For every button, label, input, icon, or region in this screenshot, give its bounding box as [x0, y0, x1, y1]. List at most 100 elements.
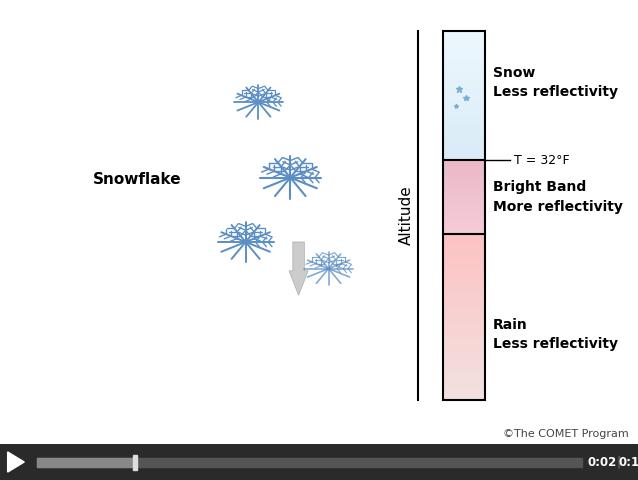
Bar — [443, 349, 485, 350]
Bar — [443, 37, 485, 38]
Bar — [443, 260, 485, 261]
Bar — [443, 95, 485, 96]
Bar — [443, 132, 485, 133]
Bar — [443, 375, 485, 376]
Bar — [443, 156, 485, 157]
Bar — [443, 122, 485, 123]
Bar — [133, 455, 137, 470]
Bar — [443, 398, 485, 399]
Bar — [443, 78, 485, 79]
Bar — [443, 71, 485, 72]
Bar — [443, 245, 485, 246]
Bar — [443, 307, 485, 308]
Bar — [443, 390, 485, 391]
Bar — [443, 31, 485, 32]
Bar — [443, 53, 485, 54]
Bar — [443, 101, 485, 102]
Bar — [443, 377, 485, 378]
Bar — [443, 158, 485, 159]
Bar — [443, 265, 485, 266]
Bar — [443, 346, 485, 347]
Bar — [443, 102, 485, 103]
Bar — [443, 246, 485, 247]
Bar — [443, 238, 485, 239]
Polygon shape — [289, 242, 308, 295]
Bar — [443, 382, 485, 383]
Bar — [443, 256, 485, 257]
Bar — [443, 301, 485, 302]
Bar — [443, 365, 485, 366]
Bar — [443, 31, 485, 399]
Bar — [443, 284, 485, 285]
Bar — [443, 350, 485, 351]
Bar — [443, 44, 485, 45]
Bar — [443, 74, 485, 75]
Bar — [443, 117, 485, 118]
Bar — [443, 272, 485, 273]
Bar — [443, 76, 485, 77]
Bar — [443, 67, 485, 68]
Bar — [443, 133, 485, 134]
Bar — [443, 294, 485, 295]
Bar — [443, 289, 485, 290]
Bar — [443, 280, 485, 281]
Bar — [443, 43, 485, 44]
Bar — [443, 287, 485, 288]
Bar — [443, 303, 485, 304]
Bar — [443, 119, 485, 120]
Bar — [443, 310, 485, 311]
Bar — [443, 388, 485, 389]
Bar — [443, 146, 485, 147]
Bar — [443, 387, 485, 388]
Bar — [443, 266, 485, 267]
Bar — [443, 85, 485, 86]
Bar — [443, 63, 485, 64]
Bar — [443, 291, 485, 292]
Bar — [443, 120, 485, 121]
Bar — [443, 253, 485, 254]
Bar — [443, 259, 485, 260]
Bar — [443, 35, 485, 36]
Bar — [443, 296, 485, 297]
Bar — [443, 394, 485, 395]
Bar — [443, 99, 485, 100]
Bar — [443, 276, 485, 277]
Bar — [443, 131, 485, 132]
Bar — [443, 368, 485, 369]
Bar — [443, 306, 485, 307]
Bar — [443, 135, 485, 136]
Bar — [443, 395, 485, 396]
Bar — [443, 381, 485, 382]
Bar — [443, 344, 485, 345]
Bar — [443, 129, 485, 130]
Bar — [443, 34, 485, 35]
Bar — [443, 242, 485, 243]
Bar — [443, 324, 485, 325]
Text: Bright Band
More reflectivity: Bright Band More reflectivity — [493, 180, 623, 214]
Bar — [443, 148, 485, 149]
Bar — [443, 313, 485, 314]
Bar — [443, 341, 485, 342]
Bar — [443, 278, 485, 279]
Bar — [443, 159, 485, 160]
Bar — [443, 351, 485, 352]
Bar — [443, 326, 485, 327]
Bar — [443, 298, 485, 299]
Bar — [443, 80, 485, 81]
Bar — [443, 336, 485, 337]
Bar — [443, 154, 485, 155]
Bar — [443, 343, 485, 344]
Bar — [443, 155, 485, 156]
Bar — [443, 64, 485, 65]
Bar — [443, 50, 485, 51]
Bar — [443, 61, 485, 62]
Bar — [443, 360, 485, 361]
Bar — [443, 104, 485, 105]
Bar — [443, 107, 485, 108]
Bar — [443, 329, 485, 330]
Bar — [443, 75, 485, 76]
Bar — [443, 269, 485, 270]
Bar — [443, 32, 485, 33]
Bar — [443, 345, 485, 346]
Bar — [443, 369, 485, 370]
